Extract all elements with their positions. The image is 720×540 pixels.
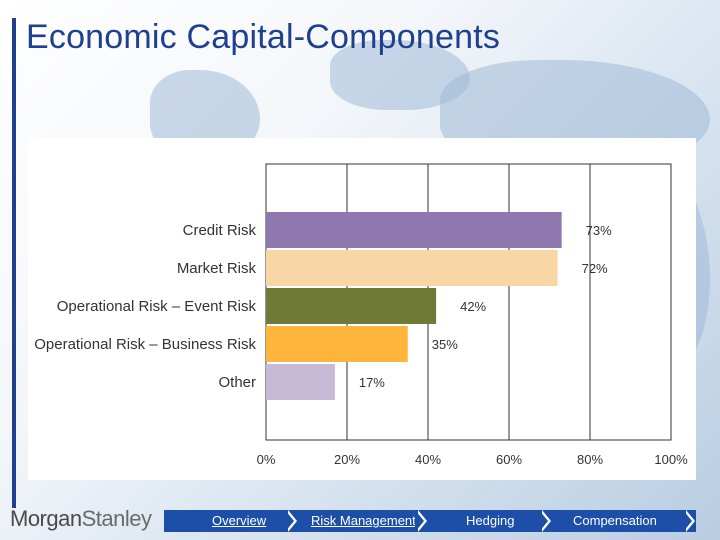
x-tick-label: 40% xyxy=(415,452,441,467)
bar xyxy=(266,250,558,286)
bar xyxy=(266,212,562,248)
page-title: Economic Capital-Components xyxy=(26,18,501,56)
bar xyxy=(266,326,408,362)
nav-compensation[interactable]: Compensation xyxy=(573,513,657,528)
logo-part-2: Stanley xyxy=(81,506,152,531)
nav-hedging[interactable]: Hedging xyxy=(466,513,515,528)
data-label: 73% xyxy=(586,223,612,238)
bottom-nav-bar: Overview Risk Management Hedging Compens… xyxy=(164,510,696,532)
category-label: Market Risk xyxy=(177,260,257,277)
nav-risk-management[interactable]: Risk Management xyxy=(311,513,416,528)
x-tick-label: 100% xyxy=(654,452,688,467)
chevron-right-icon xyxy=(683,510,692,532)
left-accent-bar xyxy=(12,18,16,508)
data-label: 42% xyxy=(460,299,486,314)
x-tick-label: 20% xyxy=(334,452,360,467)
nav-overview[interactable]: Overview xyxy=(212,513,267,528)
category-label: Operational Risk – Business Risk xyxy=(34,336,256,353)
data-label: 72% xyxy=(582,261,608,276)
morgan-stanley-logo: MorganStanley xyxy=(10,506,152,532)
x-tick-label: 0% xyxy=(257,452,276,467)
bar xyxy=(266,364,335,400)
logo-part-1: Morgan xyxy=(10,506,82,531)
chart-panel: 0% 20% 40% 60% 80% 100% Credit Risk 73% Market R… xyxy=(28,138,696,480)
category-label: Credit Risk xyxy=(183,222,257,239)
x-tick-label: 80% xyxy=(577,452,603,467)
chevron-right-icon xyxy=(415,510,424,532)
category-label: Operational Risk – Event Risk xyxy=(57,298,257,315)
data-label: 35% xyxy=(432,337,458,352)
chevron-right-icon xyxy=(285,510,294,532)
chevron-right-icon xyxy=(539,510,548,532)
data-label: 17% xyxy=(359,375,385,390)
bar-chart: 0% 20% 40% 60% 80% 100% Credit Risk 73% Market R… xyxy=(34,163,688,467)
category-label: Other xyxy=(218,374,256,391)
bar xyxy=(266,288,437,324)
x-tick-label: 60% xyxy=(496,452,522,467)
